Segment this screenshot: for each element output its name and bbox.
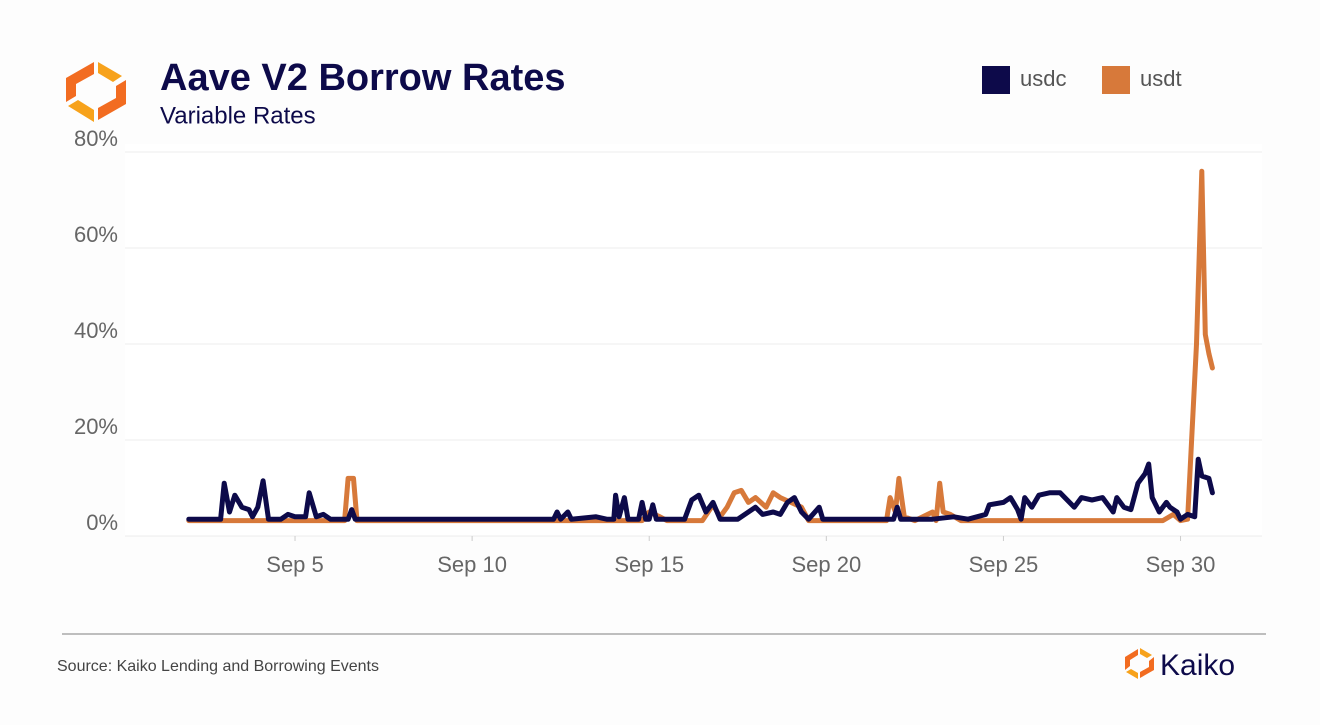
y-tick-label: 0% <box>86 510 118 535</box>
x-tick-label: Sep 10 <box>437 552 507 577</box>
x-tick-label: Sep 20 <box>791 552 861 577</box>
legend-swatch <box>1102 66 1130 94</box>
y-tick-label: 40% <box>74 318 118 343</box>
x-tick-label: Sep 15 <box>614 552 684 577</box>
x-tick-label: Sep 25 <box>969 552 1039 577</box>
source-note: Source: Kaiko Lending and Borrowing Even… <box>57 658 379 675</box>
x-tick-label: Sep 30 <box>1146 552 1216 577</box>
plot-area <box>125 144 1262 536</box>
legend-label: usdt <box>1140 66 1182 91</box>
logo <box>66 62 126 122</box>
legend-label: usdc <box>1020 66 1066 91</box>
y-tick-label: 60% <box>74 222 118 247</box>
chart-subtitle: Variable Rates <box>160 102 316 129</box>
x-tick-label: Sep 5 <box>266 552 324 577</box>
chart-title: Aave V2 Borrow Rates <box>160 57 566 99</box>
legend-swatch <box>982 66 1010 94</box>
brand-logo <box>1125 648 1154 679</box>
brand-name: Kaiko <box>1160 649 1235 682</box>
y-tick-label: 20% <box>74 414 118 439</box>
series-line <box>186 456 1215 522</box>
y-tick-label: 80% <box>74 126 118 151</box>
